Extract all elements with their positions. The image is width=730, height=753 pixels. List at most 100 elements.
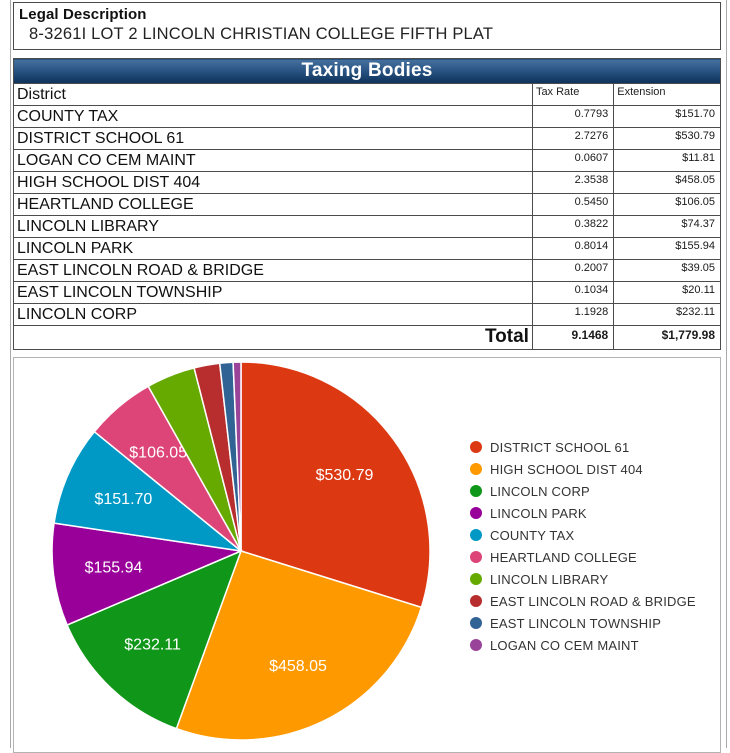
legend-item-east-lincoln-road-bridge: EAST LINCOLN ROAD & BRIDGE: [470, 590, 696, 612]
extension-cell: $458.05: [613, 171, 721, 194]
legend-label: COUNTY TAX: [490, 527, 575, 543]
table-row-lincoln-corp: LINCOLN CORP 1.1928 $232.11: [13, 303, 721, 326]
legend-item-lincoln-corp: LINCOLN CORP: [470, 480, 696, 502]
legend-item-district-school-61: DISTRICT SCHOOL 61: [470, 436, 696, 458]
district-cell: HEARTLAND COLLEGE: [13, 193, 533, 216]
tax-rate-cell: 0.0607: [531, 149, 615, 172]
pie-slice-label-district-school-61: $530.79: [316, 467, 374, 484]
district-cell: EAST LINCOLN TOWNSHIP: [13, 281, 533, 304]
tax-rate-cell: 2.3538: [531, 171, 615, 194]
table-row-east-lincoln-road-bridge: EAST LINCOLN ROAD & BRIDGE 0.2007 $39.05: [13, 259, 721, 282]
legend-swatch-icon: [470, 551, 482, 563]
tax-rate-cell: 0.5450: [531, 193, 615, 216]
legend-item-county-tax: COUNTY TAX: [470, 524, 696, 546]
chart-legend: DISTRICT SCHOOL 61 HIGH SCHOOL DIST 404 …: [470, 436, 696, 656]
extension-cell: $74.37: [613, 215, 721, 238]
legend-item-heartland-college: HEARTLAND COLLEGE: [470, 546, 696, 568]
table-row-district-school-61: DISTRICT SCHOOL 61 2.7276 $530.79: [13, 127, 721, 150]
pie-slice-high-school-dist-404[interactable]: [175, 550, 423, 741]
legend-swatch-icon: [470, 617, 482, 629]
table-row-heartland-college: HEARTLAND COLLEGE 0.5450 $106.05: [13, 193, 721, 216]
tax-rate-cell: 1.1928: [531, 303, 615, 326]
legend-item-high-school-dist-404: HIGH SCHOOL DIST 404: [470, 458, 696, 480]
total-extension: $1,779.98: [613, 325, 721, 350]
extension-cell: $151.70: [613, 105, 721, 128]
legend-swatch-icon: [470, 595, 482, 607]
legend-label: LINCOLN LIBRARY: [490, 571, 609, 587]
legend-label: LOGAN CO CEM MAINT: [490, 637, 639, 653]
extension-cell: $155.94: [613, 237, 721, 260]
tax-rate-cell: 2.7276: [531, 127, 615, 150]
table-row-east-lincoln-township: EAST LINCOLN TOWNSHIP 0.1034 $20.11: [13, 281, 721, 304]
pie-slice-label-lincoln-park: $155.94: [85, 559, 143, 576]
pie-slice-district-school-61[interactable]: [240, 361, 431, 609]
legend-swatch-icon: [470, 485, 482, 497]
legend-swatch-icon: [470, 463, 482, 475]
table-body: COUNTY TAX 0.7793 $151.70 DISTRICT SCHOO…: [13, 105, 721, 326]
pie-chart: $530.79 $458.05 $232.11 $155.94 $151.70 $106.…: [51, 361, 431, 741]
total-tax-rate: 9.1468: [531, 325, 615, 350]
total-label: Total: [13, 325, 533, 350]
legend-swatch-icon: [470, 573, 482, 585]
pie-slice-lincoln-park[interactable]: [51, 522, 244, 626]
tax-rate-cell: 0.3822: [531, 215, 615, 238]
table-row-high-school-dist-404: HIGH SCHOOL DIST 404 2.3538 $458.05: [13, 171, 721, 194]
legend-label: DISTRICT SCHOOL 61: [490, 439, 630, 455]
district-cell: LOGAN CO CEM MAINT: [13, 149, 533, 172]
table-total-row: Total 9.1468 $1,779.98: [13, 325, 721, 350]
column-header-district: District: [13, 83, 533, 106]
district-cell: COUNTY TAX: [13, 105, 533, 128]
legend-swatch-icon: [470, 441, 482, 453]
district-cell: LINCOLN LIBRARY: [13, 215, 533, 238]
legal-description-title: Legal Description: [19, 6, 147, 23]
legend-item-lincoln-library: LINCOLN LIBRARY: [470, 568, 696, 590]
tax-rate-cell: 0.2007: [531, 259, 615, 282]
legend-item-east-lincoln-township: EAST LINCOLN TOWNSHIP: [470, 612, 696, 634]
pie-slice-label-heartland-college: $106.05: [129, 445, 187, 462]
extension-cell: $11.81: [613, 149, 721, 172]
pie-slice-lincoln-corp[interactable]: [66, 549, 243, 730]
pie-slice-label-lincoln-corp: $232.11: [124, 636, 181, 653]
extension-cell: $232.11: [613, 303, 721, 326]
table-row-lincoln-park: LINCOLN PARK 0.8014 $155.94: [13, 237, 721, 260]
tax-rate-cell: 0.7793: [531, 105, 615, 128]
district-cell: EAST LINCOLN ROAD & BRIDGE: [13, 259, 533, 282]
legend-swatch-icon: [470, 507, 482, 519]
legend-label: LINCOLN PARK: [490, 505, 587, 521]
page-frame: Legal Description 8-3261I LOT 2 LINCOLN …: [10, 0, 727, 753]
tax-rate-cell: 0.8014: [531, 237, 615, 260]
district-cell: HIGH SCHOOL DIST 404: [13, 171, 533, 194]
district-cell: LINCOLN CORP: [13, 303, 533, 326]
pie-slice-logan-co-cem-maint[interactable]: [232, 361, 242, 552]
tax-rate-cell: 0.1034: [531, 281, 615, 304]
table-row-lincoln-library: LINCOLN LIBRARY 0.3822 $74.37: [13, 215, 721, 238]
extension-cell: $20.11: [613, 281, 721, 304]
taxing-bodies-table: Taxing Bodies District Tax Rate Extensio…: [13, 58, 721, 350]
table-title: Taxing Bodies: [13, 58, 721, 84]
extension-cell: $530.79: [613, 127, 721, 150]
district-cell: LINCOLN PARK: [13, 237, 533, 260]
legend-label: EAST LINCOLN TOWNSHIP: [490, 615, 662, 631]
legal-description-section: Legal Description 8-3261I LOT 2 LINCOLN …: [13, 2, 721, 50]
district-cell: DISTRICT SCHOOL 61: [13, 127, 533, 150]
pie-slice-label-county-tax: $151.70: [94, 491, 152, 508]
pie-chart-section: $530.79 $458.05 $232.11 $155.94 $151.70 $106.…: [13, 357, 721, 753]
legend-label: EAST LINCOLN ROAD & BRIDGE: [490, 593, 696, 609]
column-header-extension: Extension: [613, 83, 721, 106]
table-column-header-row: District Tax Rate Extension: [13, 83, 721, 106]
legend-item-lincoln-park: LINCOLN PARK: [470, 502, 696, 524]
column-header-tax-rate: Tax Rate: [531, 83, 615, 106]
extension-cell: $106.05: [613, 193, 721, 216]
extension-cell: $39.05: [613, 259, 721, 282]
table-row-county-tax: COUNTY TAX 0.7793 $151.70: [13, 105, 721, 128]
table-row-logan-co-cem-maint: LOGAN CO CEM MAINT 0.0607 $11.81: [13, 149, 721, 172]
legend-swatch-icon: [470, 529, 482, 541]
pie-slice-label-high-school-dist-404: $458.05: [269, 658, 327, 675]
legend-label: HEARTLAND COLLEGE: [490, 549, 637, 565]
legend-label: LINCOLN CORP: [490, 483, 590, 499]
pie-slice-county-tax[interactable]: [53, 430, 244, 553]
legend-swatch-icon: [470, 639, 482, 651]
legend-label: HIGH SCHOOL DIST 404: [490, 461, 643, 477]
legal-description-value: 8-3261I LOT 2 LINCOLN CHRISTIAN COLLEGE …: [29, 25, 494, 43]
legend-item-logan-co-cem-maint: LOGAN CO CEM MAINT: [470, 634, 696, 656]
